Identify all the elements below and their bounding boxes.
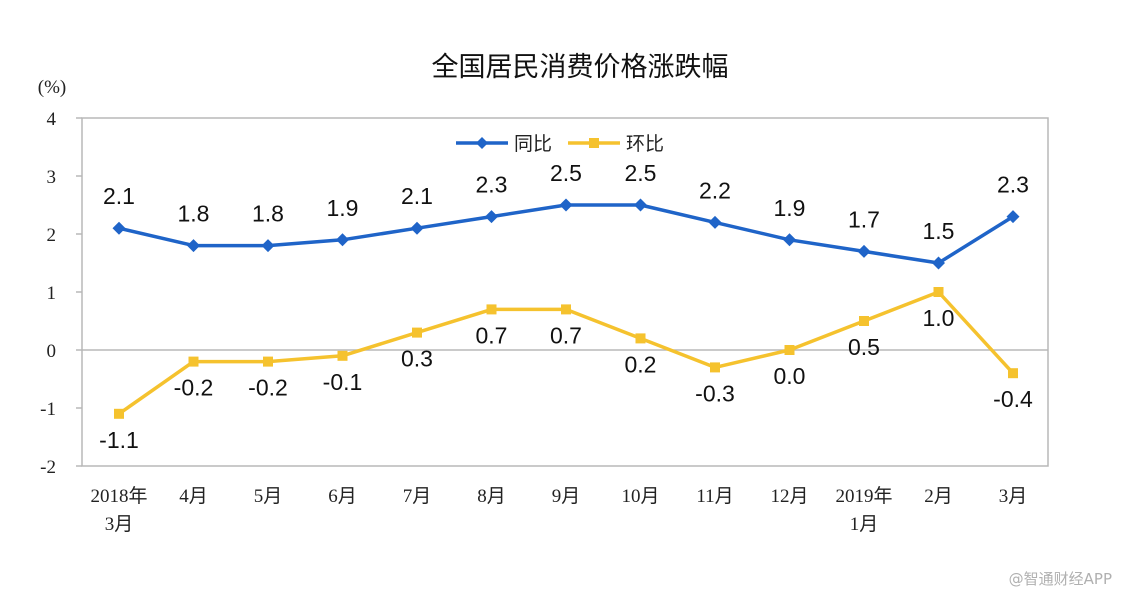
data-label: -0.3 [695, 380, 735, 406]
y-tick-label: 2 [47, 225, 57, 246]
data-label: 2.1 [401, 183, 433, 209]
data-point [337, 350, 348, 361]
data-point [859, 316, 869, 326]
data-label: 2.1 [103, 183, 135, 209]
legend-label: 同比 [514, 133, 552, 155]
x-tick-label: 2018年 [90, 485, 147, 507]
data-point [783, 233, 796, 247]
data-point [336, 233, 349, 247]
data-label: 0.5 [848, 334, 880, 360]
y-tick-label: 1 [47, 283, 57, 304]
data-point [710, 362, 720, 373]
data-point [635, 333, 646, 344]
x-tick-label: 2019年 [835, 485, 892, 507]
data-point [263, 356, 273, 367]
data-point [187, 239, 200, 253]
data-point [486, 304, 497, 315]
data-label: 0.7 [476, 322, 508, 348]
data-point [114, 408, 124, 419]
y-tick-label: -2 [40, 457, 56, 478]
x-tick-label: 12月 [770, 486, 808, 507]
data-label: 2.3 [476, 172, 508, 198]
data-point [561, 304, 571, 315]
y-tick-label: 0 [47, 341, 57, 362]
data-point [559, 198, 573, 212]
x-tick-label: 10月 [621, 486, 659, 507]
legend-label: 环比 [626, 133, 664, 155]
data-label: 2.5 [550, 160, 582, 186]
x-tick-label: 9月 [552, 486, 581, 507]
legend-marker [476, 137, 488, 149]
x-tick-label: 5月 [254, 486, 283, 507]
data-label: 2.3 [997, 172, 1029, 198]
data-label: 0.0 [774, 363, 806, 389]
data-point [1006, 210, 1020, 224]
data-point [261, 239, 275, 253]
data-point [410, 221, 424, 235]
data-label: 1.8 [252, 201, 284, 227]
data-label: 1.0 [923, 305, 955, 331]
data-label: 0.7 [550, 322, 582, 348]
legend: 同比 环比 [456, 133, 664, 155]
data-point [112, 221, 126, 235]
x-tick-label: 8月 [477, 486, 506, 507]
x-tick-label: 11月 [696, 486, 733, 507]
x-tick-label: 2月 [924, 486, 953, 507]
data-label: 0.3 [401, 346, 433, 372]
legend-marker [589, 138, 599, 148]
series-layer [112, 198, 1020, 419]
data-labels: 2.1 1.8 1.8 1.9 2.1 2.3 2.5 2.5 2.2 1.9 1.7 1.5 2.3 -… [99, 160, 1033, 453]
data-point [634, 198, 647, 212]
data-point [933, 287, 944, 297]
chart-title: 全国居民消费价格涨跌幅 [432, 52, 729, 83]
y-tick-label: 4 [47, 109, 57, 130]
data-label: 1.5 [923, 218, 955, 244]
data-point [932, 256, 945, 270]
data-label: 2.5 [625, 160, 657, 186]
data-label: 2.2 [699, 177, 731, 203]
data-label: -0.1 [323, 369, 363, 395]
x-tick-label: 3月 [105, 514, 134, 535]
watermark: @智通财经APP [1009, 570, 1112, 588]
data-label: -1.1 [99, 427, 139, 453]
x-tick-label: 6月 [328, 486, 357, 507]
y-axis-ticks: 4 3 2 1 0 -1 -2 [40, 109, 82, 478]
data-point [857, 244, 871, 258]
y-tick-label: -1 [40, 399, 56, 420]
x-tick-label: 3月 [999, 486, 1028, 507]
x-tick-label: 1月 [850, 514, 879, 535]
y-axis-unit: (%) [38, 77, 66, 98]
data-label: -0.4 [993, 386, 1033, 412]
data-point [485, 210, 498, 224]
data-point [784, 345, 795, 355]
data-point [188, 356, 199, 367]
data-label: -0.2 [248, 375, 288, 401]
x-axis-ticks: 2018年 3月 4月 5月 6月 7月 8月 9月 10月 11月 12月 2019年 1月 2月 3月 [90, 485, 1027, 535]
data-label: 1.9 [327, 195, 359, 221]
y-tick-label: 3 [47, 167, 57, 188]
data-point [412, 327, 422, 338]
x-tick-label: 7月 [403, 486, 432, 507]
data-label: 0.2 [625, 351, 657, 377]
data-label: 1.9 [774, 195, 806, 221]
x-tick-label: 4月 [179, 486, 208, 507]
data-point [708, 215, 722, 229]
data-label: -0.2 [174, 375, 214, 401]
data-label: 1.8 [178, 201, 210, 227]
data-point [1008, 368, 1018, 379]
data-label: 1.7 [848, 206, 880, 232]
